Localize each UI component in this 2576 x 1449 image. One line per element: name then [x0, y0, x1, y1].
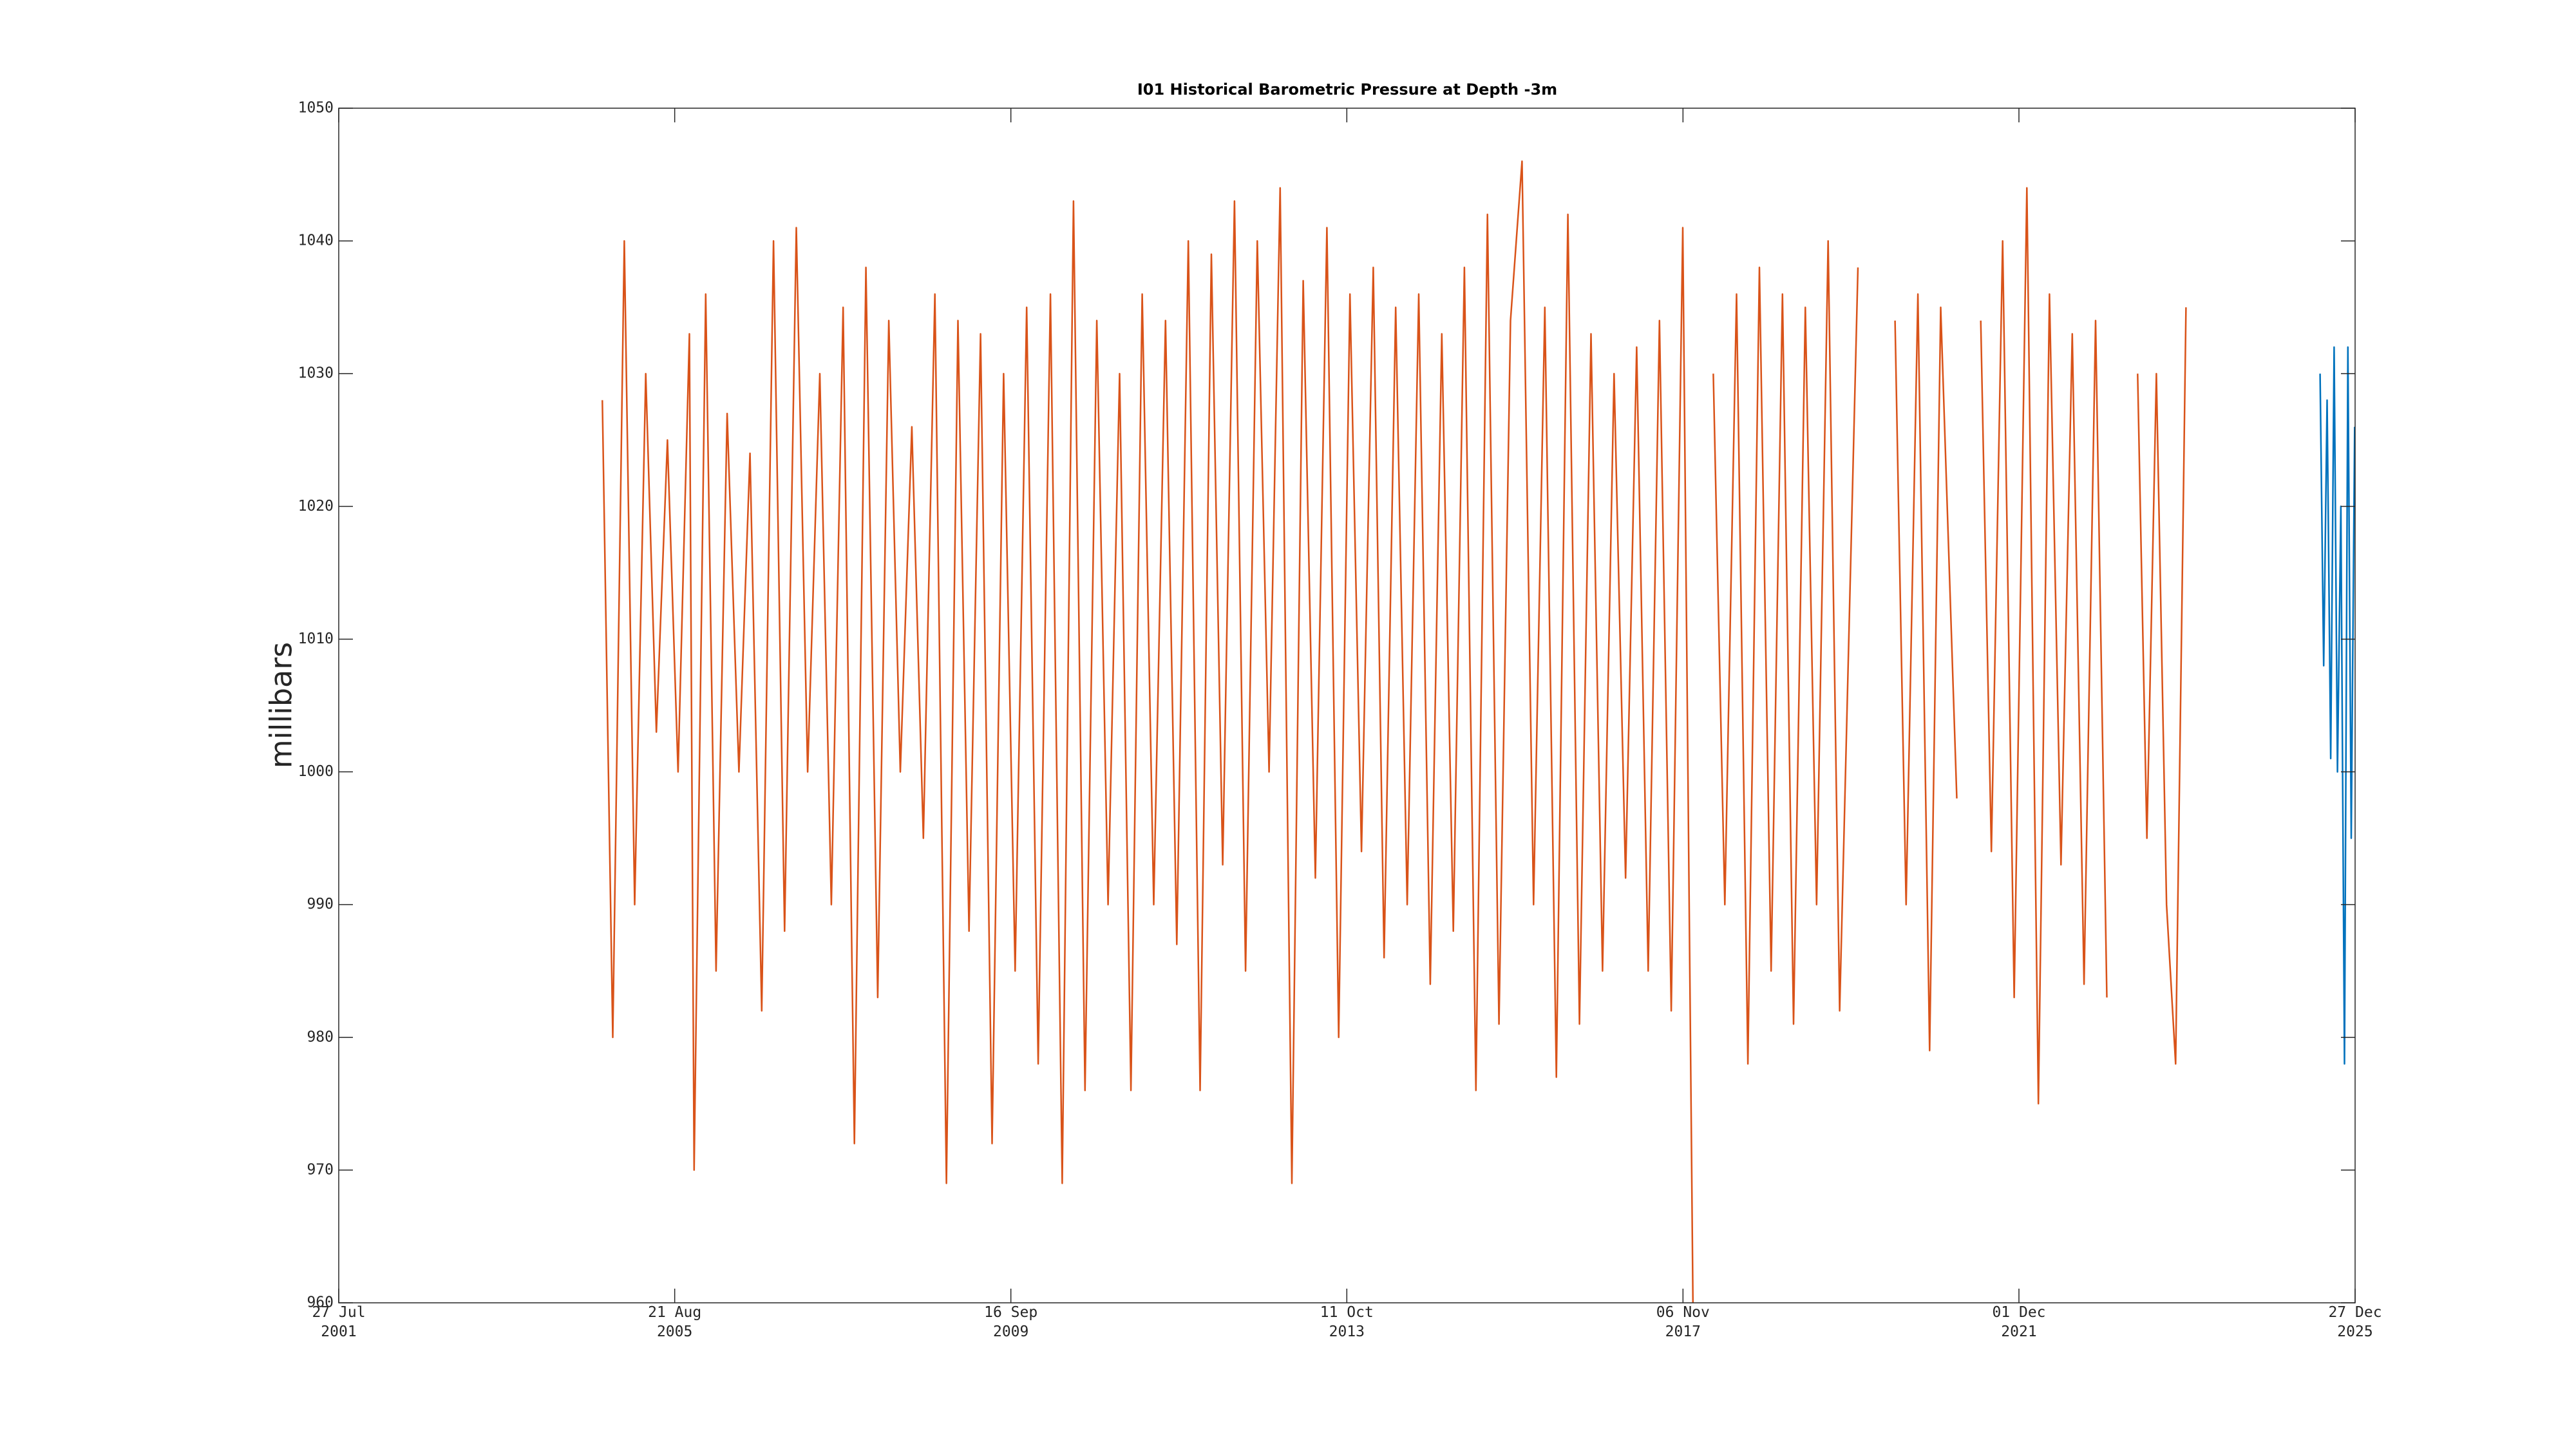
y-tick-label: 1050: [298, 100, 334, 117]
x-tick-label-line: 2013: [1329, 1323, 1365, 1340]
data-line: [2319, 346, 2356, 1065]
x-tick-label-line: 11 Oct: [1320, 1304, 1374, 1321]
y-tick-label: 960: [307, 1294, 334, 1311]
x-tick-label: 27 Dec 2025: [2328, 1304, 2382, 1340]
x-tick-label-line: 2025: [2337, 1323, 2372, 1340]
x-tick-label-line: 16 Sep: [984, 1304, 1037, 1321]
x-tick-label-line: 01 Dec: [1992, 1304, 2045, 1321]
x-tick-label-line: 06 Nov: [1656, 1304, 1710, 1321]
x-tick-label-line: 2021: [2001, 1323, 2036, 1340]
x-tick-label-line: 2005: [657, 1323, 692, 1340]
y-tick-label: 1030: [298, 365, 334, 382]
y-tick-label: 1020: [298, 498, 334, 515]
x-tick-label: 06 Nov 2017: [1656, 1304, 1710, 1340]
y-tick-label: 1000: [298, 763, 334, 780]
y-tick-label: 1010: [298, 630, 334, 647]
data-line: [601, 160, 2187, 1303]
x-tick-label-line: 21 Aug: [648, 1304, 701, 1321]
x-tick-label: 01 Dec 2021: [1992, 1304, 2045, 1340]
x-tick-label: 16 Sep 2009: [984, 1304, 1037, 1340]
y-axis-label: millibars: [264, 642, 299, 768]
y-tick-label: 980: [307, 1028, 334, 1045]
x-tick-label-line: 27 Dec: [2328, 1304, 2382, 1321]
y-tick-label: 970: [307, 1161, 334, 1178]
x-tick-label: 27 Jul 2001: [312, 1304, 365, 1340]
x-tick-label-line: 2009: [993, 1323, 1028, 1340]
y-tick-label: 990: [307, 896, 334, 913]
chart-title: I01 Historical Barometric Pressure at De…: [1137, 80, 1557, 99]
x-tick-label-line: 2001: [321, 1323, 356, 1340]
x-tick-label-line: 27 Jul: [312, 1304, 365, 1321]
x-tick-label: 11 Oct 2013: [1320, 1304, 1374, 1340]
x-tick-label: 21 Aug 2005: [648, 1304, 701, 1340]
x-tick-label-line: 2017: [1665, 1323, 1701, 1340]
y-tick-label: 1040: [298, 232, 334, 249]
